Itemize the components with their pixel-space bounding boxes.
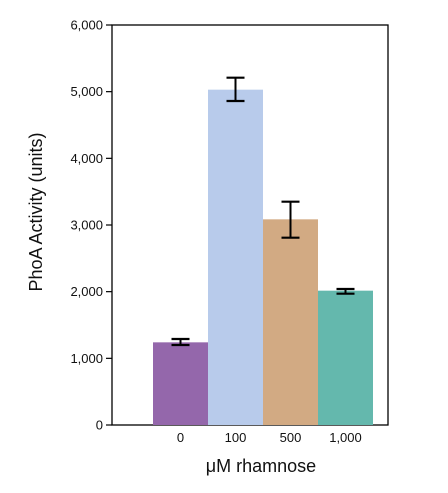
bar-0 — [153, 342, 208, 425]
x-tick-label-0: 0 — [177, 430, 184, 445]
y-tick-label-5: 5,000 — [70, 84, 103, 99]
bar-3 — [318, 290, 373, 425]
y-tick-label-2: 2,000 — [70, 284, 103, 299]
y-axis-ticks: 0 1,000 2,000 3,000 4,000 5,000 6,000 — [70, 18, 112, 433]
y-tick-label-1: 1,000 — [70, 351, 103, 366]
y-tick-label-0: 0 — [96, 418, 103, 433]
y-axis-title: PhoA Activity (units) — [26, 132, 46, 291]
x-tick-label-1: 100 — [225, 430, 247, 445]
error-bars-layer — [171, 76, 355, 347]
bar-1 — [208, 89, 263, 426]
x-tick-label-2: 500 — [280, 430, 302, 445]
bar-2 — [263, 219, 318, 425]
error-bar-1 — [226, 76, 245, 103]
x-axis-title: μM rhamnose — [206, 456, 316, 476]
error-bar-2 — [281, 200, 300, 239]
y-tick-label-6: 6,000 — [70, 18, 103, 33]
x-tick-label-3: 1,000 — [329, 430, 362, 445]
y-tick-label-3: 3,000 — [70, 218, 103, 233]
bars-layer — [153, 89, 373, 426]
error-bar-3 — [336, 287, 355, 295]
error-bar-0 — [171, 337, 190, 347]
x-axis-ticks: 0 100 500 1,000 — [177, 430, 362, 445]
y-tick-label-4: 4,000 — [70, 151, 103, 166]
